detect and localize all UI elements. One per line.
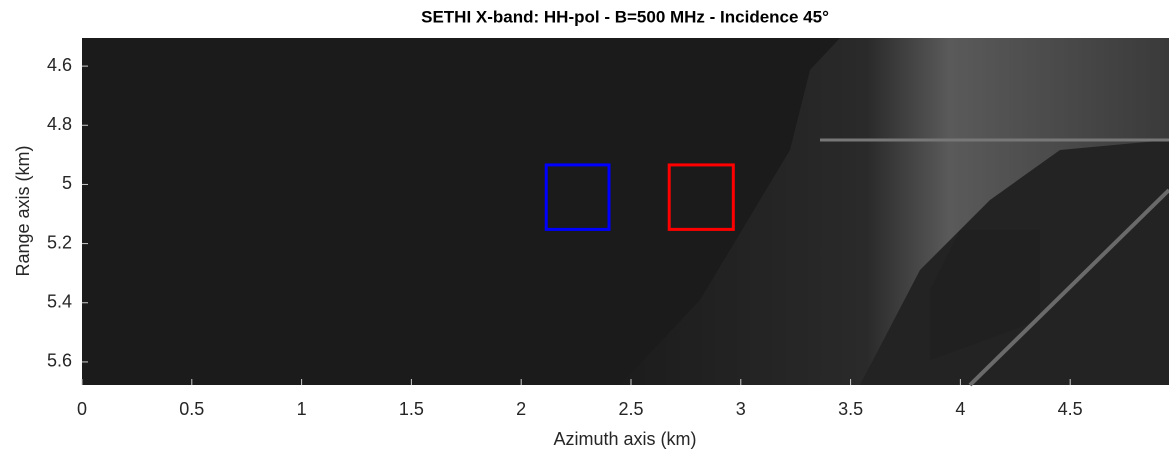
- y-tick-label: 5: [62, 173, 72, 193]
- x-tick-label: 0.5: [179, 399, 204, 419]
- roi-box: [544, 163, 611, 231]
- x-axis-label: Azimuth axis (km): [553, 429, 696, 449]
- x-tick-label: 1: [297, 399, 307, 419]
- image-water: [930, 230, 1040, 360]
- y-axis-label: Range axis (km): [13, 145, 33, 276]
- y-tick-label: 5.4: [47, 292, 72, 312]
- x-tick-label: 4: [955, 399, 965, 419]
- image-road: [968, 188, 1169, 387]
- roi-box: [667, 163, 735, 231]
- x-tick-label: 2.5: [618, 399, 643, 419]
- x-tick-label: 0: [77, 399, 87, 419]
- x-tick-label: 1.5: [399, 399, 424, 419]
- x-tick-label: 2: [516, 399, 526, 419]
- sar-image: [82, 38, 1169, 387]
- x-tick-label: 3: [736, 399, 746, 419]
- y-tick-label: 5.6: [47, 351, 72, 371]
- y-tick-label: 4.8: [47, 114, 72, 134]
- y-tick-label: 5.2: [47, 232, 72, 252]
- y-tick-label: 4.6: [47, 55, 72, 75]
- x-tick-label: 4.5: [1058, 399, 1083, 419]
- chart-title: SETHI X-band: HH-pol - B=500 MHz - Incid…: [421, 7, 829, 26]
- x-tick-label: 3.5: [838, 399, 863, 419]
